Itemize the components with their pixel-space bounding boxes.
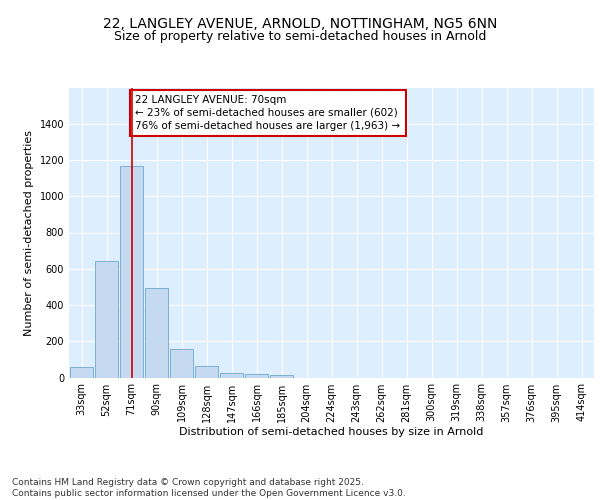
- Bar: [269, 375, 293, 378]
- Bar: [95, 260, 118, 378]
- Bar: [145, 288, 169, 378]
- Text: Contains HM Land Registry data © Crown copyright and database right 2025.
Contai: Contains HM Land Registry data © Crown c…: [12, 478, 406, 498]
- Text: Size of property relative to semi-detached houses in Arnold: Size of property relative to semi-detach…: [114, 30, 486, 43]
- Bar: [119, 166, 143, 378]
- Bar: [70, 366, 94, 378]
- Bar: [170, 350, 193, 378]
- Bar: [194, 366, 218, 378]
- Text: 22, LANGLEY AVENUE, ARNOLD, NOTTINGHAM, NG5 6NN: 22, LANGLEY AVENUE, ARNOLD, NOTTINGHAM, …: [103, 18, 497, 32]
- Bar: [245, 374, 268, 378]
- Text: 22 LANGLEY AVENUE: 70sqm
← 23% of semi-detached houses are smaller (602)
76% of : 22 LANGLEY AVENUE: 70sqm ← 23% of semi-d…: [135, 95, 400, 131]
- Y-axis label: Number of semi-detached properties: Number of semi-detached properties: [24, 130, 34, 336]
- X-axis label: Distribution of semi-detached houses by size in Arnold: Distribution of semi-detached houses by …: [179, 428, 484, 438]
- Bar: [220, 373, 244, 378]
